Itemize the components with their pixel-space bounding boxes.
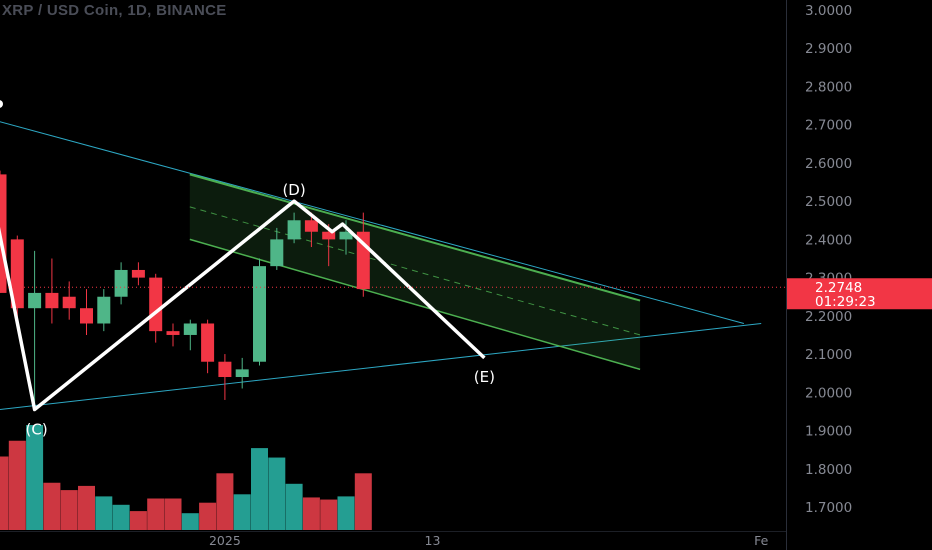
- price-badge-countdown: 01:29:23: [815, 294, 876, 310]
- price-badge-value: 2.2748: [815, 280, 862, 296]
- volume-bar: [112, 504, 130, 530]
- price-axis[interactable]: 1.70001.80001.90002.00002.10002.20002.30…: [786, 0, 853, 550]
- candle-down: [80, 308, 93, 324]
- price-tick-label: 2.1000: [805, 347, 852, 363]
- volume-bar: [8, 440, 26, 530]
- candle-down: [218, 361, 232, 378]
- candle-down: [131, 269, 145, 278]
- volume-bar: [354, 473, 372, 530]
- candle-up: [270, 239, 284, 267]
- candle-up: [339, 231, 353, 240]
- price-tick-label: 2.4000: [805, 232, 852, 248]
- volume-bar: [320, 499, 338, 530]
- price-tick-label: 3.0000: [805, 3, 852, 19]
- candle-up: [114, 269, 128, 297]
- volume-bar: [26, 425, 44, 530]
- price-channel: [189, 173, 641, 371]
- wave-label: (E): [474, 368, 495, 386]
- time-tick-label: 13: [425, 533, 441, 548]
- time-tick-label: Fe: [754, 533, 769, 548]
- time-axis[interactable]: 2025 13 Fe: [0, 531, 786, 549]
- candle-up: [235, 369, 249, 378]
- time-tick-label: 2025: [209, 533, 241, 548]
- price-tick-label: 2.7000: [805, 118, 852, 134]
- wave-line: [0, 199, 486, 412]
- price-tick-label: 2.6000: [805, 156, 852, 172]
- price-badge-box: [787, 278, 932, 310]
- volume-bar: [147, 498, 165, 530]
- candle-down: [62, 296, 76, 309]
- candle-up: [253, 266, 266, 362]
- wave-label: (C): [26, 421, 48, 439]
- price-tick-label: 1.8000: [805, 462, 852, 478]
- wave-start-marker: [0, 100, 3, 108]
- volume-bar: [60, 490, 78, 530]
- candle-up: [97, 296, 111, 324]
- wave-labels: (C) (D) (E): [26, 181, 495, 438]
- volume-bar: [302, 497, 320, 530]
- volume-bar: [129, 511, 147, 530]
- candle-down: [0, 174, 7, 293]
- candle-up: [183, 323, 197, 335]
- candle-down: [10, 239, 24, 309]
- volume-bar: [268, 457, 286, 530]
- chart-title: XRP / USD Coin, 1D, BINANCE: [2, 2, 227, 19]
- volume-bar: [78, 485, 95, 530]
- channel-lower-line: [189, 238, 641, 371]
- price-tick-label: 2.8000: [805, 79, 852, 95]
- channel-mid-line: [189, 206, 641, 336]
- price-tick-label: 1.9000: [805, 424, 852, 440]
- volume-bar: [164, 498, 182, 530]
- volume-bar: [0, 456, 9, 530]
- candle-down: [201, 323, 215, 362]
- candle-down: [149, 277, 163, 332]
- price-tick-label: 2.2000: [805, 309, 852, 325]
- candles: [0, 170, 370, 408]
- volume-bar: [233, 494, 251, 530]
- volume-bar: [95, 496, 113, 530]
- trendline: [0, 322, 762, 410]
- price-tick-label: 1.7000: [805, 500, 852, 516]
- price-tick-label: 2.0000: [805, 385, 852, 401]
- candle-up: [28, 292, 42, 309]
- volume-bar: [337, 496, 355, 530]
- price-tick-label: 2.5000: [805, 194, 852, 210]
- candle-down: [45, 292, 59, 309]
- wave-label: (D): [282, 181, 305, 199]
- channel-upper-line: [189, 173, 641, 302]
- volume-bars: [0, 425, 372, 530]
- wave-path: [0, 100, 486, 412]
- volume-bar: [199, 502, 217, 530]
- candle-down: [304, 220, 318, 232]
- candle-down: [166, 331, 180, 335]
- channel-fill: [189, 174, 641, 370]
- volume-bar: [216, 473, 234, 530]
- volume-bar: [251, 448, 268, 530]
- candle-down: [322, 231, 336, 240]
- volume-bar: [181, 513, 199, 530]
- price-tick-label: 2.9000: [805, 41, 852, 57]
- volume-bar: [43, 482, 61, 530]
- candle-up: [287, 220, 301, 240]
- volume-bar: [285, 483, 303, 530]
